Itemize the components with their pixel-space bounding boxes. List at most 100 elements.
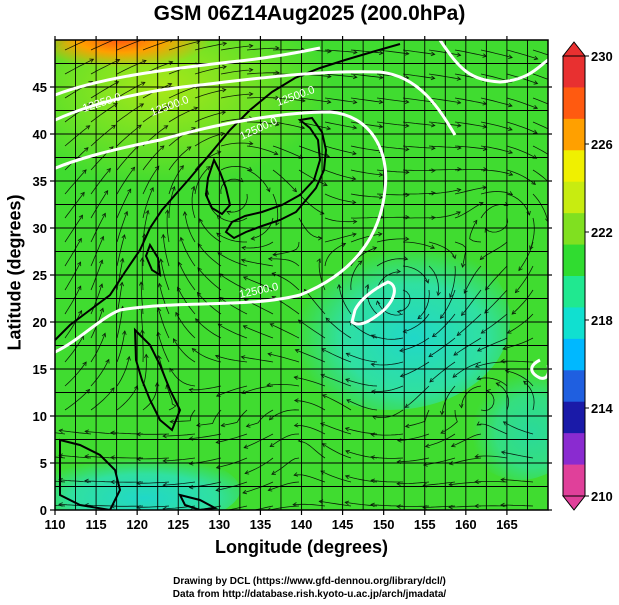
streamline-arrow	[506, 329, 512, 334]
streamline	[269, 409, 300, 421]
colorbar-segment	[563, 244, 585, 277]
streamline	[241, 259, 274, 267]
streamline	[64, 238, 82, 267]
streamline-arrow	[422, 505, 427, 510]
streamline-arrow	[364, 284, 370, 289]
streamline	[168, 107, 198, 123]
streamline-arrow	[457, 166, 462, 172]
streamline	[226, 193, 248, 213]
streamline-arrow	[98, 283, 104, 288]
streamline-arrow	[99, 307, 105, 313]
streamline-arrow	[431, 145, 436, 151]
streamline	[322, 443, 352, 459]
y-tick-label: 40	[33, 127, 47, 142]
colorbar-tick-label: 230	[591, 49, 613, 64]
streamline-arrow	[327, 73, 332, 79]
streamline-arrow	[80, 191, 85, 197]
streamline-arrow	[404, 123, 410, 128]
streamline-arrow	[484, 309, 489, 314]
streamline	[298, 319, 326, 339]
streamline-arrow	[495, 382, 501, 387]
streamline	[428, 49, 461, 56]
streamline-arrow	[502, 421, 508, 426]
streamline-arrow	[292, 502, 297, 507]
streamline-arrow	[106, 167, 111, 173]
streamline	[295, 349, 326, 363]
streamline-arrow	[431, 191, 436, 196]
streamline	[452, 361, 482, 378]
streamline	[371, 433, 404, 436]
x-tick-label: 160	[455, 517, 477, 532]
streamline-arrow	[456, 76, 462, 81]
x-tick-label: 115	[86, 517, 107, 532]
streamline	[294, 425, 326, 435]
streamline	[166, 384, 177, 411]
streamline-arrow	[215, 487, 221, 492]
streamline	[506, 97, 538, 109]
streamline-arrow	[440, 429, 446, 434]
streamline-arrow	[191, 348, 197, 353]
streamline-arrow	[430, 75, 436, 81]
streamline-arrow	[378, 99, 384, 105]
streamline	[194, 111, 226, 123]
streamline	[324, 243, 346, 267]
streamline	[477, 377, 508, 387]
y-tick-label: 25	[33, 268, 47, 283]
streamline-arrow	[167, 82, 173, 88]
streamline-arrow	[248, 67, 254, 73]
streamline-arrow	[164, 209, 170, 215]
streamline-arrow	[404, 99, 410, 104]
streamline	[453, 337, 482, 356]
streamline	[221, 409, 248, 427]
colorbar-tick-label: 218	[591, 313, 613, 328]
streamline-arrow	[474, 363, 480, 368]
streamline-arrow	[298, 154, 304, 159]
streamline-arrow	[162, 506, 167, 510]
streamline	[397, 433, 430, 441]
streamline-arrow	[248, 141, 254, 146]
streamline	[324, 121, 357, 129]
streamline-arrow	[463, 289, 468, 294]
streamline-arrow	[99, 259, 104, 265]
streamline-arrow	[186, 146, 192, 151]
streamline	[346, 399, 378, 411]
streamline	[345, 427, 378, 435]
streamline-arrow	[336, 283, 342, 289]
streamline-arrow	[351, 199, 357, 205]
streamline	[116, 234, 125, 267]
streamline	[402, 265, 429, 284]
streamline	[268, 258, 300, 267]
streamline	[142, 354, 147, 387]
streamline-arrow	[179, 236, 184, 242]
streamline	[321, 348, 352, 363]
streamline-arrow	[344, 474, 350, 480]
streamline	[429, 361, 456, 383]
streamline-arrow	[352, 219, 358, 224]
streamline	[168, 40, 200, 51]
streamline-arrow	[240, 258, 246, 263]
streamline-arrow	[436, 291, 441, 297]
streamline-arrow	[320, 422, 325, 427]
streamline	[268, 481, 300, 491]
streamline	[243, 433, 274, 449]
streamline	[64, 310, 82, 339]
streamline	[376, 145, 409, 150]
streamline-arrow	[110, 387, 115, 392]
streamline-arrow	[269, 442, 275, 448]
streamline-arrow	[159, 258, 164, 264]
streamline-arrow	[267, 352, 273, 357]
streamline-arrow	[100, 235, 105, 241]
streamline-arrow	[275, 221, 280, 226]
streamline-arrow	[545, 218, 548, 223]
streamline	[515, 265, 534, 293]
streamline	[270, 323, 300, 339]
streamline	[371, 334, 404, 340]
streamline-arrow	[558, 133, 562, 137]
streamline-arrow	[293, 422, 299, 428]
streamline-arrow	[424, 443, 430, 448]
streamline	[90, 103, 118, 123]
streamline	[403, 192, 436, 195]
streamline-arrow	[58, 428, 64, 434]
streamline-arrow	[145, 209, 150, 215]
